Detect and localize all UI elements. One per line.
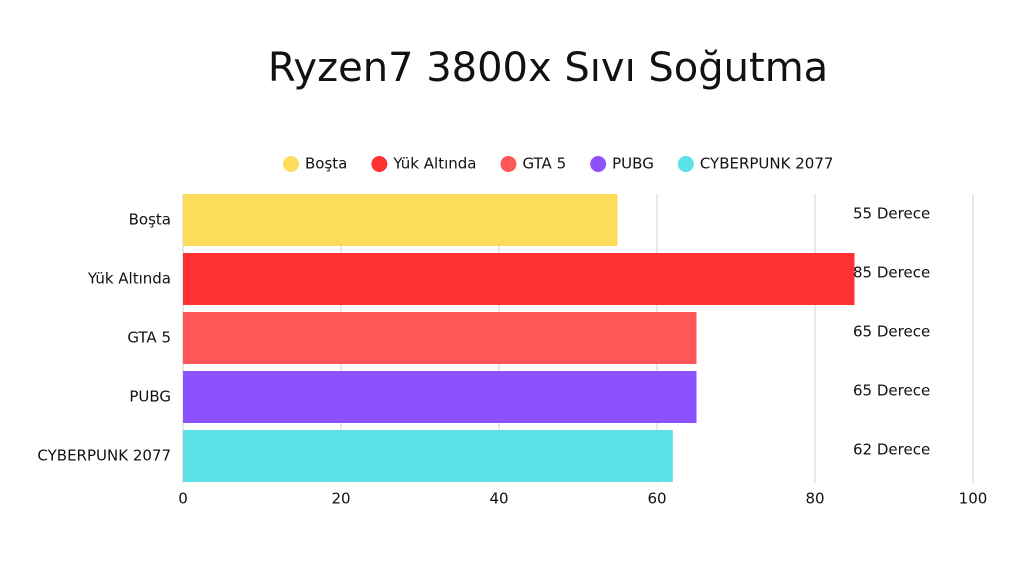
legend-label: CYBERPUNK 2077 — [700, 155, 834, 173]
value-label: 65 Derece — [853, 382, 930, 400]
value-label: 85 Derece — [853, 264, 930, 282]
category-label: GTA 5 — [127, 329, 171, 347]
legend-label: Boşta — [305, 155, 347, 173]
x-tick-label: 100 — [959, 490, 988, 508]
legend-swatch — [500, 156, 517, 172]
chart-title: Ryzen7 3800x Sıvı Soğutma — [268, 45, 828, 91]
x-tick-label: 80 — [805, 490, 824, 508]
x-tick-label: 60 — [647, 490, 666, 508]
x-tick-label: 40 — [489, 490, 508, 508]
category-label: Boşta — [129, 211, 171, 229]
value-label: 65 Derece — [853, 323, 930, 341]
value-label: 62 Derece — [853, 441, 930, 459]
legend-label: PUBG — [612, 155, 654, 173]
legend-swatch — [283, 156, 299, 172]
category-label: Yük Altında — [87, 270, 171, 288]
bar — [183, 312, 697, 364]
x-tick-label: 0 — [178, 490, 188, 508]
bar — [183, 253, 855, 305]
legend-label: Yük Altında — [392, 155, 476, 173]
category-label: PUBG — [129, 388, 171, 406]
category-label: CYBERPUNK 2077 — [37, 447, 171, 465]
legend-swatch — [677, 156, 694, 172]
bar — [183, 430, 673, 482]
bar — [183, 371, 697, 423]
legend-swatch — [371, 156, 388, 172]
legend-swatch — [590, 156, 607, 172]
legend-label: GTA 5 — [522, 155, 566, 173]
value-label: 55 Derece — [853, 205, 930, 223]
bar — [183, 194, 618, 246]
x-tick-label: 20 — [331, 490, 350, 508]
